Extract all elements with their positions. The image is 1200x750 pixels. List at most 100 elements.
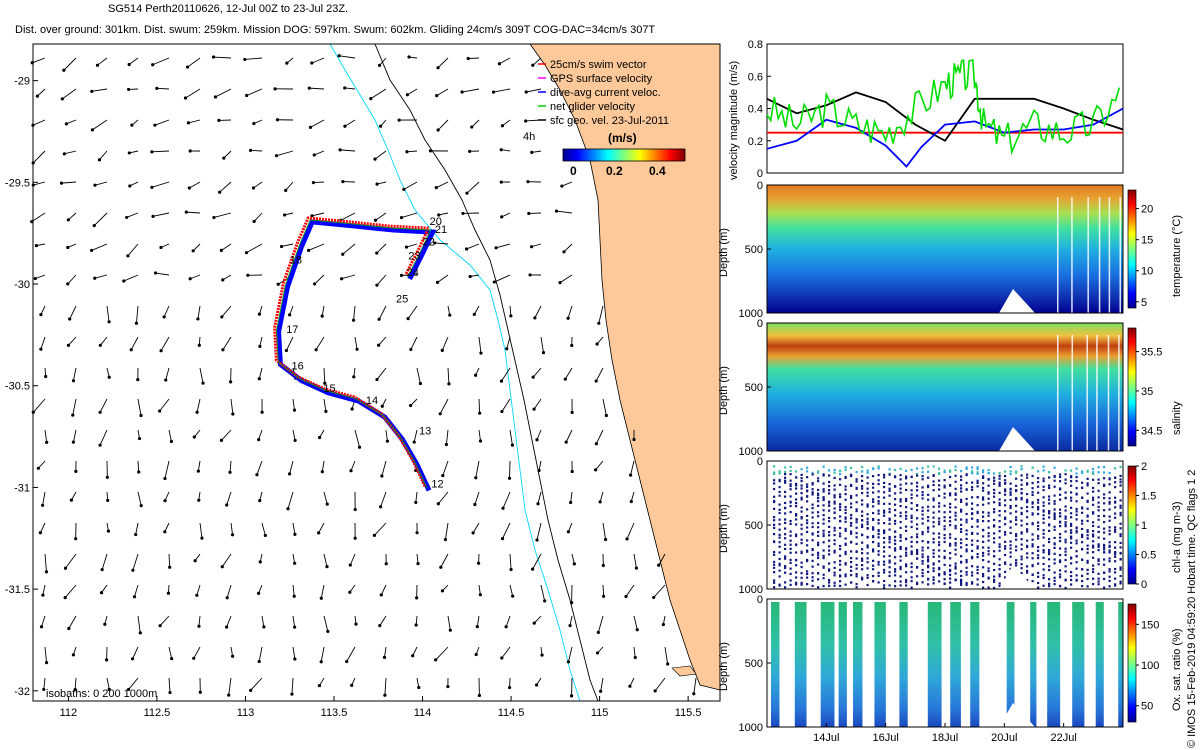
day-label: 12: [431, 478, 443, 490]
current-vector: [375, 212, 387, 221]
current-vector-head: [257, 377, 261, 381]
current-vector-head: [279, 244, 284, 249]
current-vector-head: [380, 404, 384, 408]
current-vector-head: [64, 122, 68, 126]
cbar-tick-0: 0: [570, 164, 577, 178]
current-vector-head: [375, 251, 379, 255]
current-vector-head: [136, 377, 140, 382]
current-vector-head: [98, 443, 102, 447]
current-vector: [94, 181, 108, 186]
current-vector: [32, 150, 46, 164]
current-vector-head: [98, 410, 102, 414]
current-vector: [499, 57, 511, 65]
current-vector-head: [385, 439, 390, 443]
current-vector-head: [562, 250, 566, 254]
current-vector-head: [257, 591, 261, 595]
current-vector: [130, 336, 139, 350]
current-vector-head: [131, 568, 135, 572]
current-vector: [226, 491, 232, 506]
current-vector-head: [436, 66, 440, 70]
current-vector-head: [478, 411, 482, 415]
current-vector-head: [44, 374, 48, 379]
current-vector-head: [308, 125, 313, 129]
current-vector-head: [126, 254, 130, 258]
section-panel-3: 0 500 1000 Depth (m) 50 100 150 Ox. sat. ratio …: [718, 594, 1183, 744]
current-vector: [311, 57, 325, 64]
current-vector-head: [252, 121, 256, 126]
current-vector-head: [491, 90, 496, 94]
current-vector-head: [71, 440, 76, 444]
current-vector-head: [473, 502, 477, 507]
current-vector-head: [198, 690, 202, 694]
current-vector: [501, 646, 511, 659]
current-vector-head: [192, 435, 196, 439]
current-vector: [99, 336, 108, 346]
current-vector-head: [107, 687, 111, 691]
current-vector: [168, 553, 171, 568]
current-vector: [445, 429, 449, 445]
current-vector: [536, 522, 542, 541]
current-vector-head: [63, 566, 68, 570]
current-vector: [533, 398, 542, 410]
current-vector-head: [71, 379, 76, 383]
current-vector-head: [379, 593, 383, 597]
current-vector: [531, 243, 542, 248]
current-vector: [437, 274, 449, 283]
current-vector: [416, 553, 419, 564]
current-vector-head: [230, 654, 235, 658]
current-vector-head: [106, 529, 111, 533]
current-vector-head: [354, 622, 358, 626]
current-vector-head: [407, 55, 411, 59]
current-vector-head: [93, 183, 97, 187]
current-vector-head: [66, 218, 70, 222]
current-vector: [42, 491, 46, 506]
current-vector-head: [137, 436, 142, 441]
current-vector-head: [195, 593, 199, 597]
section-panel-0: 0 500 1000 Depth (m) 5 10 15 20 temperature (°C): [718, 180, 1183, 320]
current-vector-head: [603, 537, 608, 542]
current-vector-head: [569, 500, 573, 505]
current-vector: [435, 646, 449, 661]
current-vector: [401, 212, 418, 219]
current-vector: [38, 460, 46, 469]
current-vector-head: [255, 473, 259, 477]
current-vector: [101, 553, 108, 570]
section-colorbar: [1127, 465, 1137, 585]
cbar-tick: 34.5: [1141, 425, 1162, 437]
current-vector: [693, 677, 697, 694]
current-vector: [344, 119, 356, 127]
current-vector-head: [211, 55, 216, 59]
current-vector: [569, 615, 573, 626]
current-vector-head: [404, 245, 409, 249]
current-vector-head: [529, 245, 534, 249]
section-colorbar: [1127, 189, 1137, 309]
current-vector-head: [468, 274, 472, 279]
current-vector: [128, 57, 139, 65]
current-vector-head: [122, 279, 126, 283]
current-vector-head: [188, 149, 192, 153]
current-vector-head: [66, 282, 70, 286]
current-vector-head: [107, 320, 111, 324]
header-title: SG514 Perth20110626, 12-Jul 00Z to 23-Ju…: [108, 3, 349, 15]
current-vector-head: [220, 315, 224, 319]
current-vector-head: [195, 410, 199, 414]
current-vector: [501, 398, 511, 412]
day-label: 23: [408, 251, 420, 263]
current-vector-head: [184, 210, 188, 214]
current-vector: [134, 584, 139, 597]
current-vector: [442, 460, 449, 476]
current-vector-head: [447, 382, 451, 386]
current-vector-head: [185, 65, 190, 69]
current-vector: [67, 274, 77, 285]
current-vector-head: [285, 61, 289, 65]
current-vector: [502, 491, 511, 509]
current-vector: [654, 677, 666, 692]
day-label: 15: [323, 383, 335, 395]
current-vector-head: [127, 151, 131, 155]
current-vector: [230, 522, 234, 535]
current-vector: [374, 150, 387, 160]
current-vector-head: [377, 343, 381, 347]
current-vector-head: [629, 499, 633, 504]
velocity-ytick: 0.4: [748, 104, 763, 116]
current-vector-head: [379, 505, 383, 509]
